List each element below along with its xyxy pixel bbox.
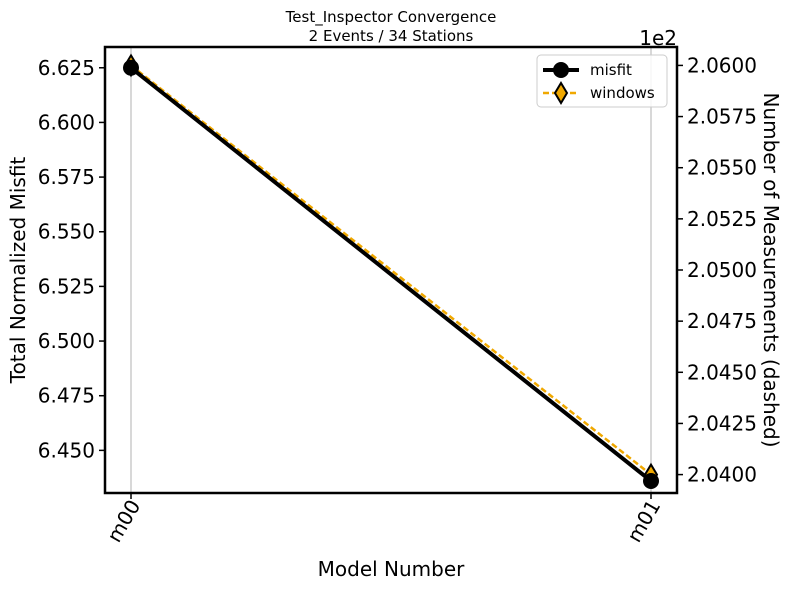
legend-misfit-marker — [553, 62, 569, 78]
series-layer — [123, 53, 659, 489]
legend: misfit windows — [536, 54, 668, 108]
y-tick-label-3: 6.525 — [38, 274, 95, 298]
x-gridlines — [130, 47, 652, 493]
y2-tick-label-0: 2.0400 — [687, 463, 757, 487]
y-axis-left-ticks: 6.450 6.475 6.500 6.525 6.550 6.575 6.600 6.625 — [38, 56, 105, 462]
y-axis-right-label: Number of Measurements (dashed) — [759, 92, 783, 447]
y2-tick-label-8: 2.0600 — [687, 53, 757, 77]
misfit-point-m00 — [123, 59, 139, 76]
legend-windows-label: windows — [590, 84, 655, 102]
y-axis-right-ticks: 2.0400 2.0425 2.0450 2.0475 2.0500 2.0525 2.05… — [677, 53, 757, 487]
misfit-line — [129, 66, 653, 483]
y-axis-right-offset-text: 1e2 — [639, 26, 677, 50]
y-tick-label-7: 6.625 — [38, 56, 95, 80]
y-tick-label-2: 6.500 — [38, 329, 95, 353]
x-tick-label-m01: m01 — [622, 496, 665, 547]
chart-title: Test_Inspector Convergence — [285, 8, 497, 27]
y-tick-label-4: 6.550 — [38, 220, 95, 244]
legend-windows-marker — [553, 81, 569, 105]
y-tick-label-5: 6.575 — [38, 165, 95, 189]
y2-tick-label-2: 2.0450 — [687, 360, 757, 384]
misfit-point-m01 — [643, 472, 659, 489]
x-tick-label-m00: m00 — [102, 496, 145, 547]
chart-subtitle: 2 Events / 34 Stations — [309, 27, 474, 45]
legend-misfit-label: misfit — [590, 61, 632, 79]
y2-tick-label-3: 2.0475 — [687, 309, 757, 333]
y2-tick-label-4: 2.0500 — [687, 258, 757, 282]
y2-tick-label-7: 2.0575 — [687, 105, 757, 129]
y-tick-label-0: 6.450 — [38, 438, 95, 462]
windows-line — [130, 64, 652, 476]
y2-tick-label-5: 2.0525 — [687, 207, 757, 231]
y-axis-left-label: Total Normalized Misfit — [6, 157, 30, 385]
y-tick-label-6: 6.600 — [38, 110, 95, 134]
y2-tick-label-6: 2.0550 — [687, 156, 757, 180]
x-axis-ticks: m00 m01 — [102, 493, 665, 546]
y-tick-label-1: 6.475 — [38, 384, 95, 408]
x-axis-label: Model Number — [318, 557, 466, 581]
y2-tick-label-1: 2.0425 — [687, 411, 757, 435]
